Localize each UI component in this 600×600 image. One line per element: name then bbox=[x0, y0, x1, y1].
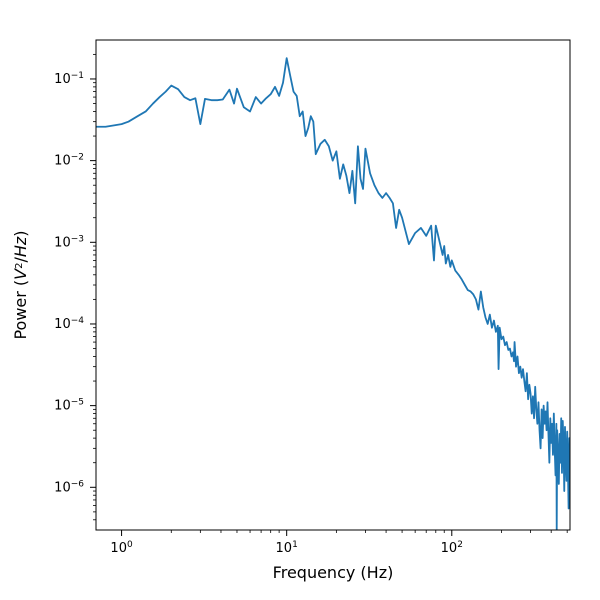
psd-chart: 10010110210−610−510−410−310−210−1Frequen… bbox=[0, 0, 600, 600]
y-axis-label: Power (V2/Hz) bbox=[11, 230, 30, 339]
x-axis-label: Frequency (Hz) bbox=[273, 563, 394, 582]
chart-svg: 10010110210−610−510−410−310−210−1Frequen… bbox=[0, 0, 600, 600]
